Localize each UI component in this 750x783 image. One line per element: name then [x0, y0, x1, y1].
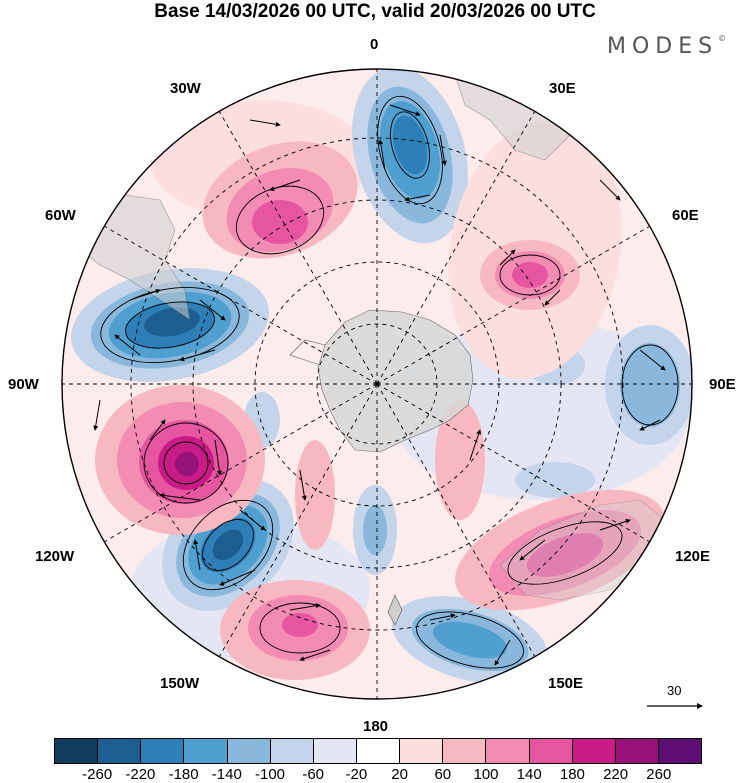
label-60w: 60W	[45, 207, 76, 224]
colorbar-swatch	[55, 739, 98, 763]
new-zealand-landmass	[387, 594, 403, 626]
colorbar-swatch	[485, 739, 529, 763]
colorbar-tick-label: -60	[302, 766, 325, 783]
colorbar-tick-label: -180	[168, 766, 199, 783]
map-frame	[61, 68, 693, 700]
colorbar-swatch	[140, 739, 184, 763]
brand-mark: ©	[718, 34, 727, 43]
colorbar-tick-label: -20	[345, 766, 368, 783]
anomaly-field	[62, 69, 692, 699]
colorbar-tick-label: 20	[391, 766, 408, 783]
colorbar-tick-label: -260	[82, 766, 113, 783]
colorbar-swatch	[657, 739, 702, 763]
colorbar-swatch	[312, 739, 356, 763]
colorbar-tick-label: 140	[516, 766, 542, 783]
graticule	[62, 69, 692, 699]
colorbar-swatch	[571, 739, 615, 763]
label-120e: 120E	[675, 548, 711, 565]
colorbar-tick-label: -140	[211, 766, 242, 783]
modes-logo: MODES©	[607, 34, 726, 59]
label-30e: 30E	[549, 80, 576, 97]
colorbar-swatch	[226, 739, 270, 763]
antarctica	[289, 309, 474, 453]
label-0: 0	[370, 36, 379, 53]
low-anomaly-south-atlantic	[351, 69, 469, 244]
colorbar-tick-label: -100	[254, 766, 286, 783]
wind-vectors	[93, 104, 666, 666]
colorbar-swatch	[355, 739, 400, 763]
colorbar-tick-label: 60	[434, 766, 452, 783]
colorbar-swatch	[528, 739, 572, 763]
high-anomaly-south	[220, 400, 485, 680]
colorbar	[54, 738, 702, 764]
label-90e: 90E	[709, 376, 736, 393]
colorbar-swatch	[614, 739, 658, 763]
colorbar-tick-label: 260	[646, 766, 672, 783]
colorbar-tick-label: 100	[473, 766, 499, 783]
low-anomaly-west	[71, 268, 269, 382]
label-90w: 90W	[8, 376, 39, 393]
colorbar-swatch	[97, 739, 141, 763]
colorbar-tick-label: 180	[559, 766, 585, 783]
high-anomaly-northeast	[448, 121, 622, 379]
colorbar-tick-label: 220	[603, 766, 629, 783]
label-180: 180	[363, 718, 389, 735]
brand-name: MODES	[607, 34, 719, 59]
reference-vector-value: 30	[667, 683, 682, 698]
colorbar-tick-label: -220	[125, 766, 156, 783]
label-120w: 120W	[35, 548, 75, 565]
high-anomaly-southeast	[455, 489, 665, 611]
label-150e: 150E	[548, 675, 584, 692]
colorbar-swatch	[269, 739, 313, 763]
south-america-landmass	[79, 194, 191, 321]
colorbar-swatch	[399, 739, 443, 763]
label-150w: 150W	[160, 675, 200, 692]
colorbar-swatch	[442, 739, 486, 763]
label-30w: 30W	[170, 80, 201, 97]
map-title: Base 14/03/2026 00 UTC, valid 20/03/2026…	[154, 1, 596, 22]
colorbar-swatch	[183, 739, 227, 763]
high-anomaly-west	[95, 385, 265, 535]
label-60e: 60E	[672, 207, 699, 224]
